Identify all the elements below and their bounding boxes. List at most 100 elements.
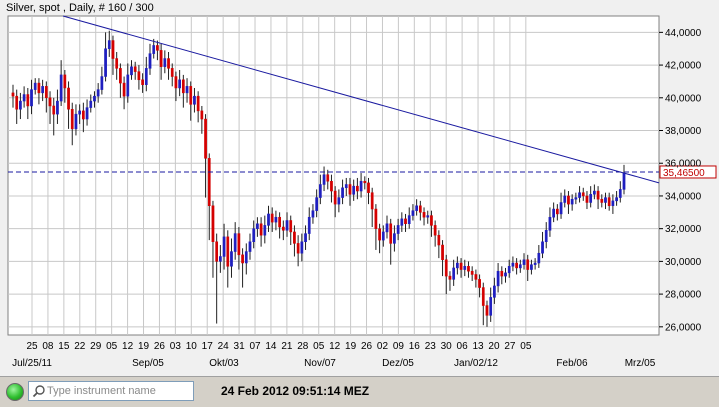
candle-down [133,66,137,72]
y-tick-label: 44,0000 [665,28,702,39]
candle-up [233,233,237,252]
candle-down [281,226,285,231]
candle-down [478,279,481,288]
candle-down [200,110,204,120]
x-tick-label: 12 [329,341,341,352]
x-tick-label: 05 [106,341,118,352]
candle-down [170,68,174,77]
x-month-label: Feb/06 [556,358,588,369]
x-tick-label: 10 [186,341,198,352]
candle-down [404,218,407,225]
chart-title: Silver, spot , Daily, # 160 / 300 [6,2,154,14]
x-tick-label: 05 [313,341,325,352]
candle-up [452,267,456,280]
candle-down [156,45,159,51]
candle-down [422,212,426,218]
trendline [62,15,660,184]
candle-up [318,184,322,198]
x-tick-label: 07 [249,341,261,352]
candle-down [500,270,504,277]
candle-down [600,198,604,203]
candle-up [344,184,348,189]
candle-down [15,95,19,110]
candle-down [441,244,444,260]
candle-up [96,89,100,97]
candle-up [407,215,411,225]
candle-up [59,74,63,102]
candle-up [222,236,226,257]
candlestick-chart[interactable]: 35,46500 26,0000 28,0000 30,0000 32,0000 34,… [0,0,719,376]
candle-up [511,262,515,267]
x-tick-label: 19 [138,341,150,352]
candle-up [618,189,622,198]
candle-down [470,270,474,275]
candle-up [341,187,344,198]
candle-down [293,231,296,244]
candle-up [548,216,552,231]
candle-down [81,110,85,120]
x-tick-label: 19 [345,341,357,352]
candle-down [111,40,115,59]
candle-up [163,58,167,67]
candle-up [285,220,289,231]
candle-up [100,76,104,90]
candle-down [259,223,263,236]
candle-down [278,216,281,228]
candle-up [463,266,467,270]
candle-down [67,87,70,110]
instrument-search-box[interactable] [28,381,194,401]
candle-up [263,225,267,236]
candle-up [352,185,356,195]
candle-down [237,233,241,256]
chart-window: 35,46500 26,0000 28,0000 30,0000 32,0000 34,… [0,0,719,376]
candle-down [430,215,433,226]
candle-up [304,233,307,243]
x-tick-label: 30 [441,341,453,352]
candle-up [381,231,385,241]
status-bar: 24 Feb 2012 09:51:14 MEZ [0,376,719,407]
x-tick-label: 06 [457,341,469,352]
candle-up [322,174,326,185]
x-month-label: Dez/05 [382,358,414,369]
candle-up [615,197,618,202]
candle-down [567,195,570,205]
instrument-search-input[interactable] [47,383,191,399]
candle-up [593,190,596,195]
x-tick-label: 02 [377,341,389,352]
current-price-label: 35,46500 [663,168,705,179]
candle-up [152,45,156,54]
candle-up [518,264,522,269]
candle-up [85,107,89,120]
candle-up [522,259,526,265]
candle-up [248,241,252,252]
candle-up [22,94,26,102]
x-tick-label: 26 [361,341,373,352]
x-tick-label: 03 [170,341,182,352]
candle-down [270,213,274,223]
candle-down [63,74,67,89]
candle-up [552,208,556,218]
x-tick-label: 27 [504,341,516,352]
candle-down [330,180,333,192]
candle-up [307,216,311,234]
candle-up [185,86,189,94]
y-tick-label: 40,0000 [665,93,702,104]
candle-up [415,205,418,211]
candle-up [252,228,256,243]
candles [11,30,626,327]
candle-up [311,210,315,218]
x-tick-label: 14 [265,341,277,352]
x-tick-label: 22 [74,341,86,352]
candle-down [356,185,359,192]
x-tick-label: 09 [393,341,405,352]
candle-up [74,113,78,130]
candle-up [574,197,578,200]
candle-down [367,182,370,193]
x-tick-label: 25 [26,341,38,352]
x-tick-label: 23 [425,341,437,352]
candle-up [19,100,22,110]
connection-status-icon[interactable] [6,383,24,401]
candle-down [474,274,478,280]
server-timestamp: 24 Feb 2012 09:51:14 MEZ [221,384,370,398]
candle-down [581,192,585,197]
